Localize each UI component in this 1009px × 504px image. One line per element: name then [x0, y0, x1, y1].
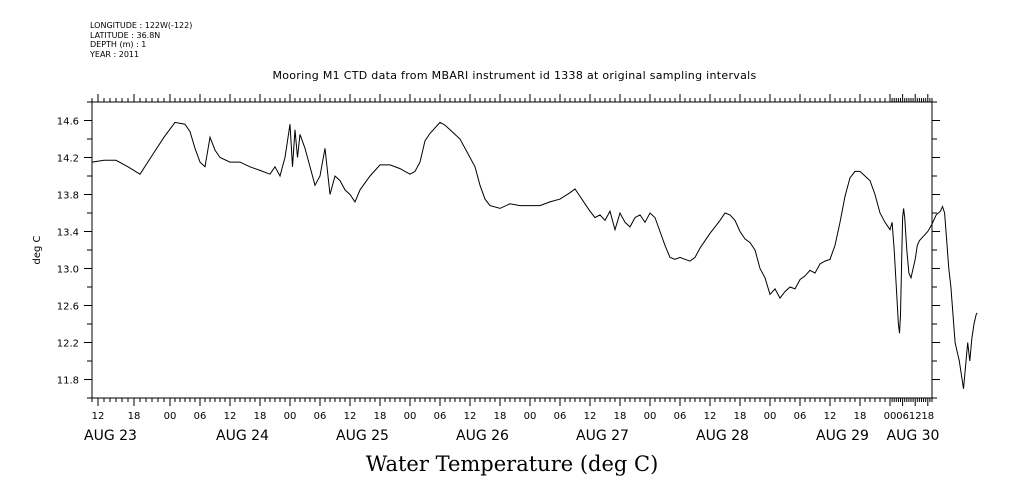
x-date-label: AUG 28 — [696, 428, 749, 444]
x-date-label: AUG 23 — [84, 428, 137, 444]
x-date-label: AUG 29 — [816, 428, 869, 444]
x-tick-label: 06 — [314, 411, 327, 422]
x-tick-label: 12 — [92, 411, 105, 422]
x-tick-label: 18 — [854, 411, 867, 422]
x-tick-label: 00 — [764, 411, 777, 422]
y-tick-label: 14.6 — [57, 117, 79, 128]
y-tick-label: 13.8 — [57, 191, 79, 202]
x-tick-label: 12 — [464, 411, 477, 422]
y-tick-label: 13.4 — [57, 228, 79, 239]
longitude-label: LONGITUDE : 122W(-122) — [90, 21, 193, 30]
x-tick-label: 18 — [614, 411, 627, 422]
x-tick-label: 12 — [224, 411, 237, 422]
x-tick-label: 06 — [554, 411, 567, 422]
x-tick-label: 12 — [909, 411, 922, 422]
x-tick-label: 12 — [824, 411, 837, 422]
depth-label: DEPTH (m) : 1 — [90, 40, 147, 49]
y-tick-label: 13.0 — [57, 265, 79, 276]
x-tick-label: 06 — [896, 411, 909, 422]
chart-subtitle: Water Temperature (deg C) — [365, 452, 659, 476]
x-tick-label: 12 — [344, 411, 357, 422]
x-tick-label: 06 — [434, 411, 447, 422]
y-axis-label: deg C — [32, 235, 43, 264]
x-tick-label: 06 — [674, 411, 687, 422]
y-tick-label: 12.2 — [57, 339, 79, 350]
x-tick-label: 06 — [794, 411, 807, 422]
x-tick-label: 18 — [128, 411, 141, 422]
x-date-label: AUG 26 — [456, 428, 509, 444]
x-date-label: AUG 27 — [576, 428, 629, 444]
year-label: YEAR : 2011 — [90, 49, 140, 59]
x-tick-label: 00 — [524, 411, 537, 422]
chart-title: Mooring M1 CTD data from MBARI instrumen… — [272, 69, 757, 82]
x-tick-label: 18 — [734, 411, 747, 422]
y-tick-label: 11.8 — [57, 376, 79, 387]
x-date-label: AUG 30 — [887, 428, 940, 444]
plot-frame — [91, 101, 933, 399]
x-tick-label: 00 — [884, 411, 897, 422]
x-tick-label: 00 — [644, 411, 657, 422]
x-tick-label: 18 — [254, 411, 267, 422]
x-tick-label: 00 — [164, 411, 177, 422]
y-tick-label: 14.2 — [57, 154, 79, 165]
x-tick-label: 00 — [284, 411, 297, 422]
x-date-label: AUG 24 — [216, 428, 269, 444]
x-tick-label: 18 — [921, 411, 934, 422]
x-tick-label: 00 — [404, 411, 417, 422]
x-tick-label: 06 — [194, 411, 207, 422]
x-date-label: AUG 25 — [336, 428, 389, 444]
series-line — [91, 121, 978, 389]
y-tick-label: 12.6 — [57, 302, 79, 313]
x-tick-label: 18 — [494, 411, 507, 422]
x-tick-label: 18 — [374, 411, 387, 422]
latitude-label: LATITUDE : 36.8N — [90, 30, 161, 40]
metadata-block: LONGITUDE : 122W(-122) LATITUDE : 36.8N … — [90, 21, 192, 59]
x-tick-label: 12 — [704, 411, 717, 422]
x-tick-label: 12 — [584, 411, 597, 422]
